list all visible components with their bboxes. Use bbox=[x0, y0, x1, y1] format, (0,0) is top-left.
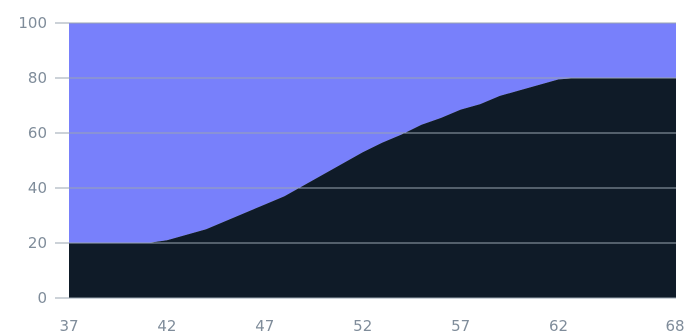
y-tick-label: 20 bbox=[28, 234, 47, 252]
x-tick-label: 37 bbox=[59, 317, 78, 335]
x-tick-label: 62 bbox=[549, 317, 568, 335]
x-tick-label: 57 bbox=[451, 317, 470, 335]
y-tick-label: 80 bbox=[28, 69, 47, 87]
y-tick-label: 40 bbox=[28, 179, 47, 197]
y-tick-label: 100 bbox=[18, 14, 47, 32]
x-tick-label: 52 bbox=[353, 317, 372, 335]
x-tick-labels: 37 42 47 52 57 62 68 bbox=[59, 317, 684, 335]
grid-lines bbox=[55, 22, 676, 299]
y-tick-label: 0 bbox=[37, 289, 47, 307]
x-tick-label: 68 bbox=[665, 317, 684, 335]
x-tick-label: 42 bbox=[157, 317, 176, 335]
plot-areas bbox=[69, 23, 676, 298]
y-tick-label: 60 bbox=[28, 124, 47, 142]
x-tick-label: 47 bbox=[255, 317, 274, 335]
y-tick-labels: 0 20 40 60 80 100 bbox=[18, 14, 47, 307]
